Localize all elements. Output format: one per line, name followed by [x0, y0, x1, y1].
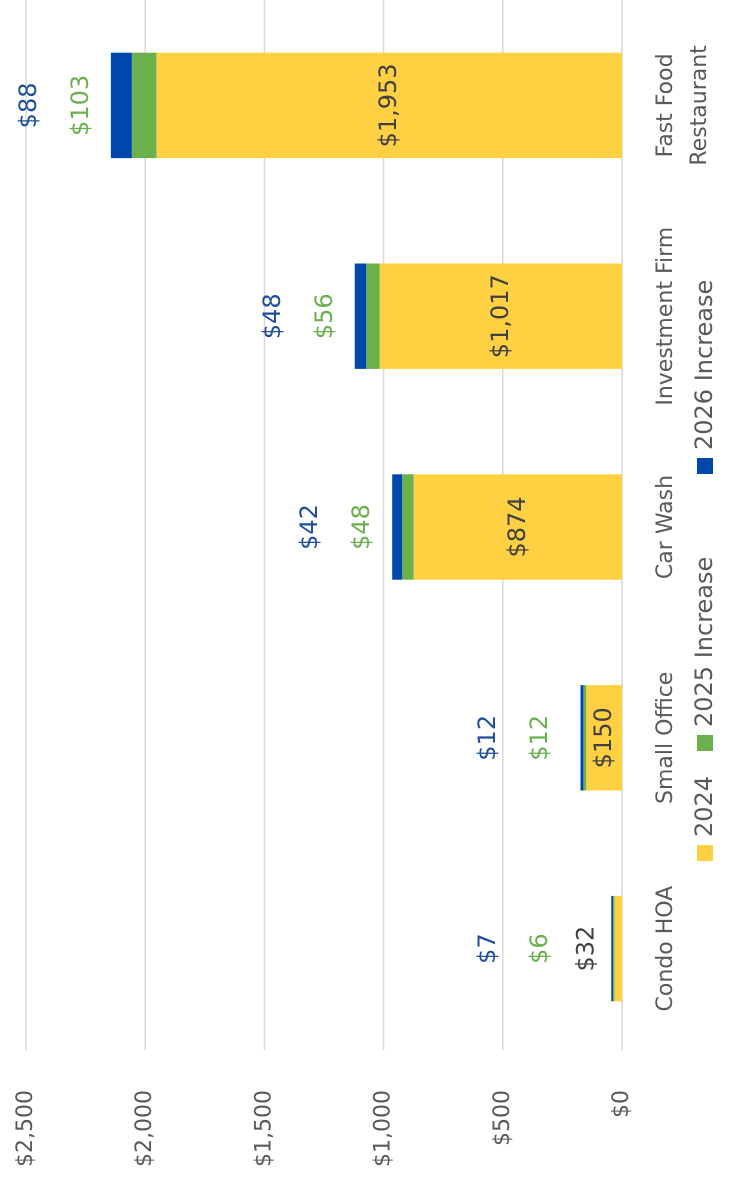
x-tick-label: Investment Firm — [653, 227, 678, 406]
x-tick-label: Fast Food Restaurant — [653, 45, 712, 166]
y-tick-label: $1,500 — [251, 1090, 276, 1167]
legend-swatch — [697, 735, 713, 751]
data-label: $103 — [66, 75, 94, 136]
bar-segment — [614, 895, 623, 1002]
rotated-plot: $0 $500 $1,000 $1,500 $2,000 $2,500 Condo HOA $… — [13, 0, 718, 1167]
data-label: $1,017 — [486, 274, 514, 358]
data-label: $56 — [310, 293, 338, 339]
legend-label: 2024 — [690, 776, 718, 837]
legend-swatch — [697, 845, 713, 861]
bar-segment — [583, 685, 587, 791]
data-label: $1,953 — [374, 63, 402, 147]
bar-segment — [366, 263, 380, 369]
bar-segment — [379, 263, 623, 369]
x-tick-label: Condo HOA — [653, 886, 678, 1012]
y-tick-label: $2,000 — [132, 1090, 157, 1167]
data-label: $48 — [347, 504, 375, 550]
y-tick-label: $2,500 — [13, 1090, 38, 1167]
data-label: $12 — [525, 715, 553, 761]
data-label: $874 — [503, 496, 531, 557]
x-tick-label: Car Wash — [653, 475, 678, 579]
y-tick-label: $500 — [490, 1090, 515, 1146]
legend-swatch — [697, 458, 713, 474]
data-label: $12 — [473, 715, 501, 761]
bar-segment — [413, 474, 622, 580]
y-tick-label: $0 — [609, 1090, 634, 1118]
bar-segment — [580, 685, 584, 791]
bar-segment — [156, 52, 623, 159]
bar-segment — [131, 52, 157, 159]
bar-segment — [354, 263, 367, 369]
x-tick-label: Small Office — [653, 672, 678, 804]
y-tick-label: $1,000 — [371, 1090, 396, 1167]
data-label: $88 — [14, 82, 42, 128]
bar-segment — [611, 895, 613, 1002]
bar-segment — [586, 685, 622, 791]
legend-label: 2025 Increase — [690, 557, 718, 727]
bar-segment — [612, 895, 615, 1002]
data-label: $42 — [295, 504, 323, 550]
data-label: $48 — [258, 293, 286, 339]
data-label: $6 — [525, 933, 553, 964]
legend-label: 2026 Increase — [690, 280, 718, 450]
bar-segment — [402, 474, 414, 580]
data-label: $7 — [473, 933, 501, 964]
bar-segment — [110, 52, 132, 159]
bar-segment — [392, 474, 403, 580]
data-label: $32 — [571, 926, 599, 972]
data-label: $150 — [589, 707, 617, 768]
